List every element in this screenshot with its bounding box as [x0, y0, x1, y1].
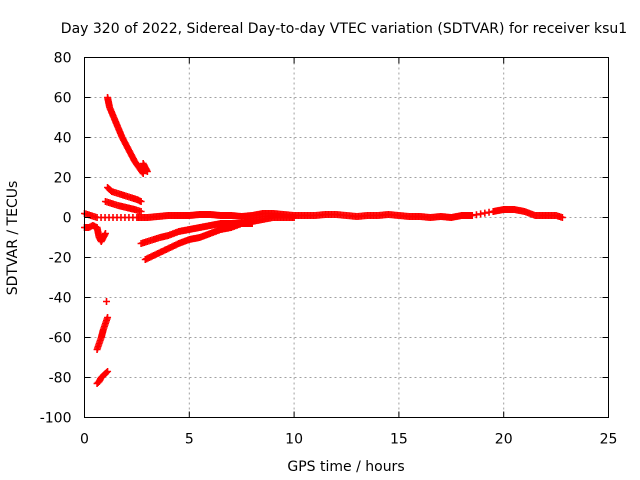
- x-axis-label: GPS time / hours: [287, 459, 404, 475]
- y-tick-label: 40: [54, 131, 72, 147]
- series-0: [81, 206, 566, 221]
- series-1: [104, 94, 147, 177]
- series-7: [81, 222, 109, 245]
- x-tick-label: 0: [80, 432, 89, 448]
- x-tick-label: 15: [390, 432, 408, 448]
- data-point: [104, 368, 112, 375]
- axes: 0 5 10 15 20 25 -100 -80 -60 -40 -20 0 20 40 60 80: [40, 51, 618, 448]
- data-point: [137, 198, 145, 205]
- data-point: [103, 298, 111, 305]
- x-tick-label: 10: [285, 432, 303, 448]
- plot-frame: [84, 57, 609, 418]
- y-tick-label: -100: [40, 411, 72, 427]
- data-point: [143, 168, 151, 175]
- data-point: [139, 170, 147, 177]
- y-tick-label: 80: [54, 51, 72, 67]
- data-point: [103, 369, 111, 376]
- x-tick-label: 20: [495, 432, 513, 448]
- data-point: [558, 214, 566, 221]
- y-tick-label: 60: [54, 91, 72, 107]
- y-tick-label: 0: [63, 211, 72, 227]
- y-tick-label: -80: [49, 371, 72, 387]
- series-2: [104, 184, 145, 205]
- data-point: [104, 314, 112, 321]
- series-3: [101, 198, 145, 215]
- y-axis-label: SDTVAR / TECUs: [5, 181, 21, 296]
- y-tick-label: 20: [54, 171, 72, 187]
- x-tick-label: 5: [185, 432, 194, 448]
- grid: [84, 57, 609, 418]
- series-9: [93, 368, 112, 387]
- series-5: [137, 220, 256, 247]
- x-tick-label: 25: [600, 432, 618, 448]
- data-points: [81, 94, 566, 387]
- series-8: [93, 314, 112, 353]
- data-point: [101, 230, 109, 237]
- y-tick-label: -60: [49, 331, 72, 347]
- series-10: [103, 298, 111, 305]
- data-point: [137, 208, 145, 215]
- data-point: [290, 214, 298, 221]
- data-point: [248, 220, 256, 227]
- y-tick-label: -40: [49, 291, 72, 307]
- y-tick-label: -20: [49, 251, 72, 267]
- chart-title: Day 320 of 2022, Sidereal Day-to-day VTE…: [61, 21, 627, 37]
- series-6: [139, 160, 151, 175]
